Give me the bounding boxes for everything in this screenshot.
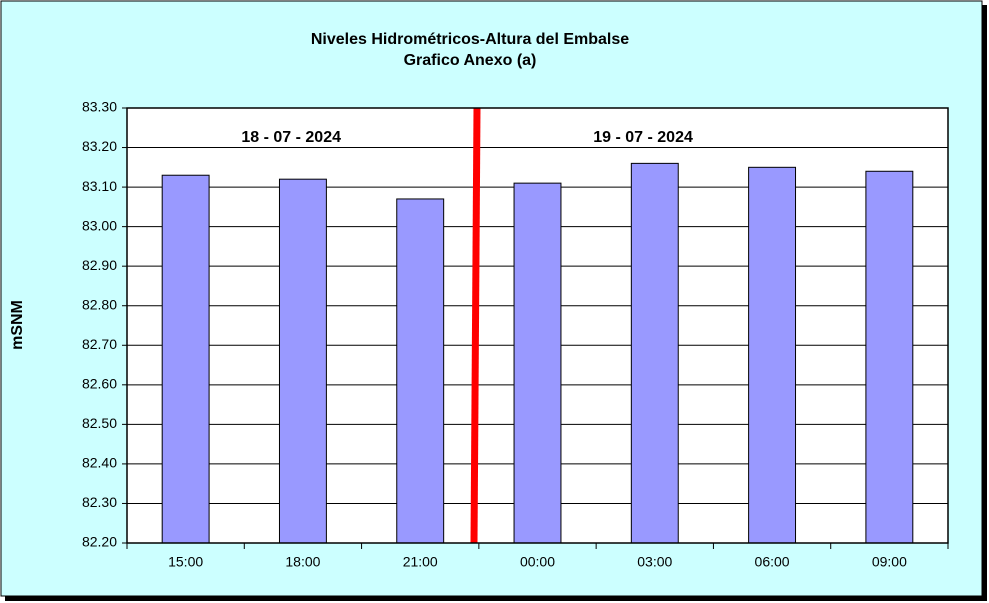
- y-tick-label: 82.70: [82, 336, 117, 352]
- chart-subtitle: Grafico Anexo (a): [404, 52, 537, 69]
- y-tick-label: 83.20: [82, 138, 117, 154]
- x-tick-label: 21:00: [403, 554, 438, 570]
- x-tick-label: 18:00: [285, 554, 320, 570]
- date-separator: [470, 107, 481, 544]
- bar: [161, 174, 210, 544]
- chart-title: Niveles Hidrométricos-Altura del Embalse: [311, 31, 629, 48]
- y-tick-label: 82.30: [82, 494, 117, 510]
- y-tick-label: 82.90: [82, 257, 117, 273]
- plot-border: [126, 107, 949, 544]
- y-tick-label: 83.10: [82, 178, 117, 194]
- y-tick-label: 82.20: [82, 534, 117, 550]
- date-annotation: 18 - 07 - 2024: [241, 129, 341, 146]
- bar: [513, 182, 562, 544]
- y-tick-label: 82.50: [82, 415, 117, 431]
- bar: [396, 198, 445, 544]
- y-tick-label: 83.30: [82, 99, 117, 115]
- x-tick-label: 09:00: [872, 554, 907, 570]
- x-tick-label: 06:00: [755, 554, 790, 570]
- date-annotation: 19 - 07 - 2024: [593, 129, 693, 146]
- x-tick-label: 00:00: [520, 554, 555, 570]
- y-tick-label: 82.60: [82, 376, 117, 392]
- bar: [865, 170, 914, 544]
- bars: [161, 162, 914, 544]
- y-tick-label: 82.80: [82, 296, 117, 312]
- bar: [748, 166, 797, 544]
- bar: [630, 162, 679, 544]
- y-axis-label: mSNM: [9, 300, 26, 350]
- y-tick-label: 83.00: [82, 217, 117, 233]
- y-tick-label: 82.40: [82, 455, 117, 471]
- x-tick-label: 15:00: [168, 554, 203, 570]
- bar: [278, 178, 327, 544]
- x-tick-label: 03:00: [637, 554, 672, 570]
